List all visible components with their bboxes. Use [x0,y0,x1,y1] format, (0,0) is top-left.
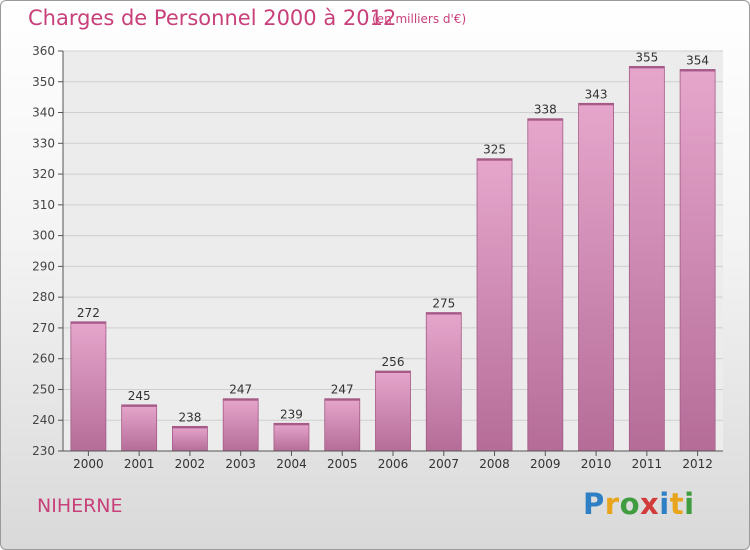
data-label: 355 [635,50,658,64]
y-tick-label: 320 [32,167,55,181]
data-label: 247 [331,383,354,397]
x-tick-label: 2000 [73,457,104,471]
bar-top-edge [223,398,259,401]
y-tick-label: 310 [32,198,55,212]
bar [172,425,208,452]
y-tick-label: 360 [32,44,55,58]
y-tick-label: 350 [32,75,55,89]
logo-letter: o [619,487,641,521]
x-tick-label: 2012 [682,457,713,471]
bar-top-edge [324,398,360,401]
y-tick-label: 280 [32,290,55,304]
bar-top-edge [375,371,411,373]
bars [70,65,716,452]
y-tick-label: 270 [32,321,55,335]
x-tick-label: 2003 [225,457,256,471]
bar [324,398,361,452]
logo-letter: t [669,487,685,521]
bar [527,118,564,452]
commune-name: NIHERNE [37,495,123,517]
data-label: 256 [382,355,405,369]
logo-letter: i [684,487,695,521]
bar [628,65,665,452]
x-tick-label: 2002 [175,457,206,471]
x-tick-label: 2004 [276,457,307,471]
y-tick-label: 290 [32,259,55,273]
bar [578,102,614,452]
bar-top-edge [477,158,513,161]
x-tick-label: 2007 [428,457,459,471]
chart-title: Charges de Personnel 2000 à 2012 [28,6,397,30]
bar-top-edge [273,423,309,426]
data-label: 272 [77,306,100,320]
data-label: 275 [432,297,455,311]
y-tick-label: 260 [32,352,55,366]
chart-subtitle: (en milliers d'€) [372,12,467,26]
data-label: 343 [585,87,608,101]
logo-letter: r [604,487,620,521]
x-tick-label: 2010 [581,457,612,471]
x-tick-label: 2011 [632,457,663,471]
logo-letter: x [640,487,660,521]
y-tick-label: 300 [32,229,55,243]
x-tick-label: 2001 [124,457,155,471]
data-label: 239 [280,407,303,421]
axes: 230 240 250 260 270 280 290 300 310 320 330 340 350 3… [32,44,723,471]
x-tick-label: 2008 [479,457,510,471]
proxiti-logo: Proxiti [583,487,695,521]
bar-top-edge [426,312,462,315]
y-tick-label: 230 [32,444,55,458]
data-label: 238 [178,410,201,424]
bar [375,370,411,452]
bar [425,312,462,452]
data-label: 247 [229,383,252,397]
bar [121,404,158,452]
bar [222,398,259,452]
bar [679,69,716,452]
logo-letter: i [659,487,670,521]
x-tick-label: 2005 [327,457,358,471]
bar-top-edge [629,66,665,69]
data-label: 245 [128,389,151,403]
bar-top-edge [578,103,614,106]
y-tick-label: 240 [32,413,55,427]
data-label: 325 [483,143,506,157]
bar [273,422,310,452]
data-label: 338 [534,103,557,117]
data-labels: 272 245 238 247 239 247 256 275 325 338 343 355 354 [77,50,709,424]
bar [70,321,107,452]
bar-top-edge [70,321,106,324]
bar-top-edge [680,69,716,72]
logo-letter: P [583,487,605,521]
y-tick-label: 340 [32,106,55,120]
bar [476,158,513,452]
y-tick-label: 330 [32,136,55,150]
x-tick-label: 2009 [530,457,561,471]
y-tick-label: 250 [32,382,55,396]
data-label: 354 [686,53,709,67]
bar-top-edge [527,118,563,121]
bar-top-edge [121,404,157,407]
bar-top-edge [172,426,208,429]
x-tick-label: 2006 [378,457,409,471]
